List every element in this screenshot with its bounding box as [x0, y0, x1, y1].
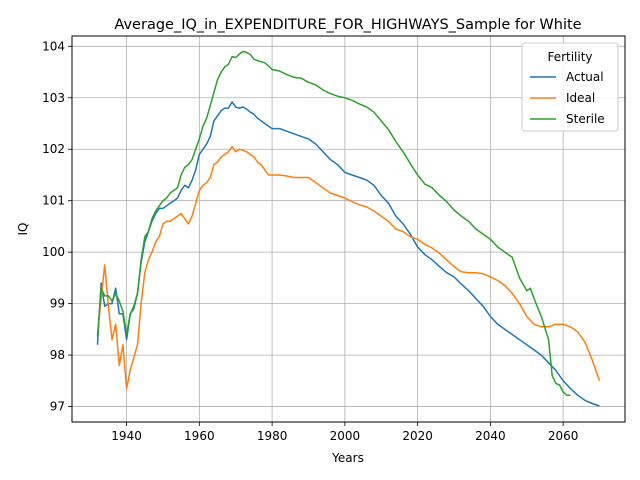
x-axis-label: Years [331, 451, 364, 465]
x-tick-label: 1960 [184, 429, 215, 443]
legend-box [521, 42, 619, 132]
legend-label-actual: Actual [566, 70, 604, 84]
gridlines [72, 36, 625, 422]
series-line-actual [96, 101, 600, 407]
x-tick-label: 2060 [548, 429, 579, 443]
legend-label-ideal: Ideal [566, 91, 595, 105]
legend: Fertility Actual Ideal Sterile [521, 42, 619, 132]
y-axis-label: IQ [16, 223, 30, 236]
x-tick-label: 2040 [475, 429, 506, 443]
y-tick-label: 104 [42, 39, 65, 53]
y-tick-label: 103 [42, 91, 65, 105]
x-tick-label: 2000 [330, 429, 361, 443]
legend-title: Fertility [547, 50, 592, 64]
y-tick-label: 100 [42, 245, 65, 259]
x-tick-label: 2020 [402, 429, 433, 443]
legend-label-sterile: Sterile [566, 112, 605, 126]
y-axis: 97 98 99 100 101 102 103 104 [42, 39, 72, 414]
y-tick-label: 98 [50, 348, 65, 362]
plot-frame [71, 35, 626, 423]
series-line-ideal [96, 145, 601, 390]
series-line-sterile [96, 50, 571, 396]
y-tick-label: 99 [50, 297, 65, 311]
series-layer [96, 50, 601, 407]
y-tick-label: 97 [50, 400, 65, 414]
y-tick-label: 102 [42, 142, 65, 156]
y-tick-label: 101 [42, 194, 65, 208]
x-axis: 1940 1960 1980 2000 2020 2040 2060 [111, 422, 578, 443]
x-tick-label: 1940 [111, 429, 142, 443]
chart-title: Average_IQ_in_EXPENDITURE_FOR_HIGHWAYS_S… [114, 17, 581, 33]
x-tick-label: 1980 [257, 429, 288, 443]
